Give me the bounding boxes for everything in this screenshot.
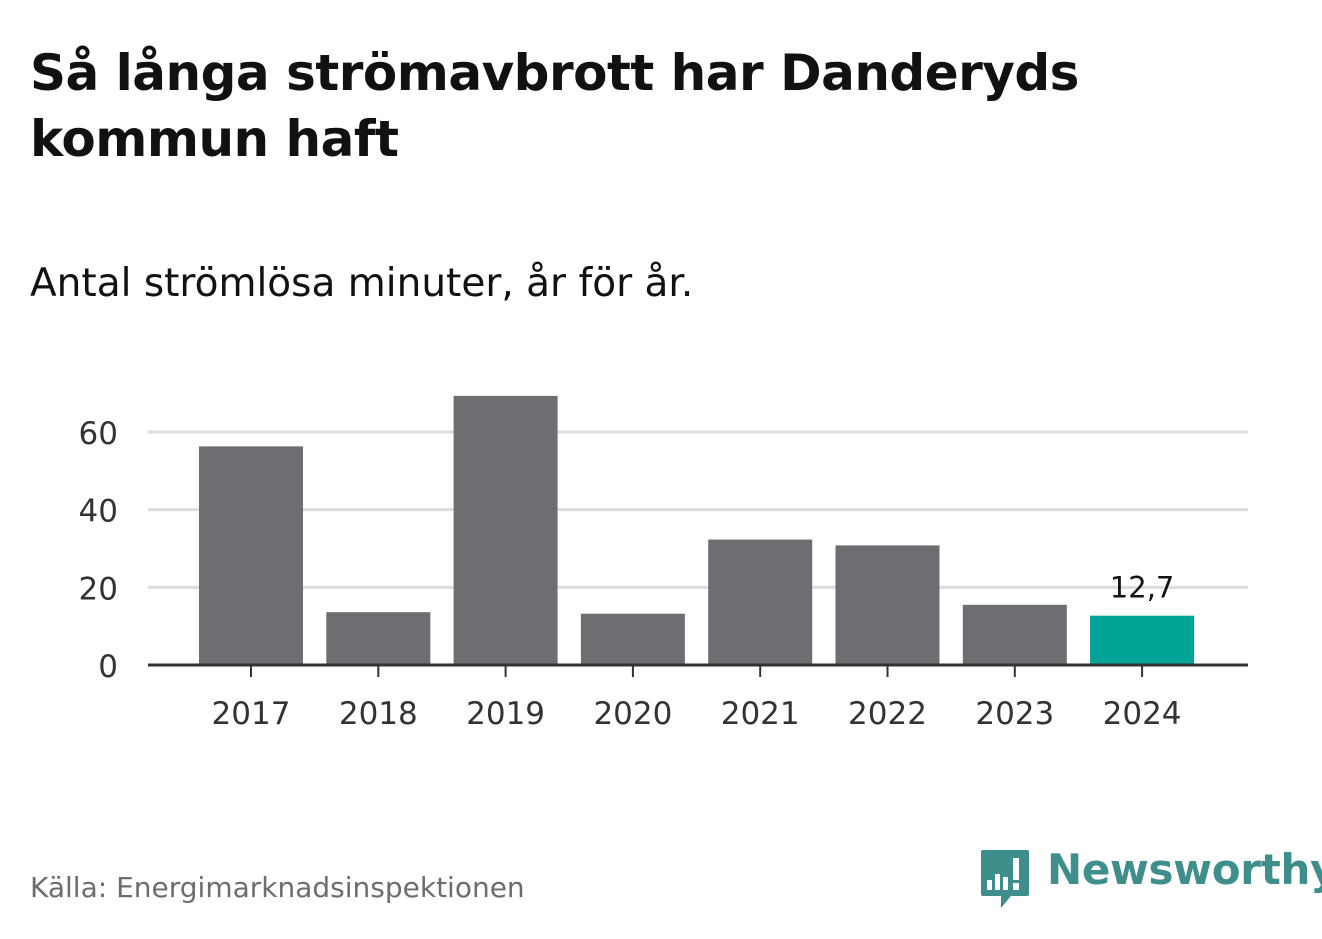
labels: 0 20 40 60 2017 2018 2019 2020 2021 2022 2023 2024 1… — [79, 416, 1182, 732]
chart-subtitle: Antal strömlösa minuter, år för år. — [30, 261, 694, 306]
bar-2017 — [199, 446, 303, 665]
x-tick-label-2021: 2021 — [721, 696, 800, 732]
x-tick-label-2024: 2024 — [1103, 696, 1182, 732]
gridlines — [148, 430, 1248, 589]
newsworthy-logo-icon — [981, 850, 1029, 908]
y-tick-label: 60 — [79, 416, 118, 452]
bar-2020 — [580, 613, 685, 665]
data-label-2024: 12,7 — [1110, 571, 1175, 605]
x-axis — [148, 663, 1248, 677]
newsworthy-logo-text: Newsworthy — [1047, 845, 1322, 894]
bar-2018 — [326, 612, 431, 665]
source-note: Källa: Energimarknadsinspektionen — [30, 871, 525, 904]
y-tick-label: 40 — [79, 494, 118, 530]
x-tick-label-2023: 2023 — [975, 696, 1054, 732]
x-tick-label-2022: 2022 — [848, 696, 927, 732]
y-tick-label: 0 — [98, 649, 118, 685]
bar-2024 — [1090, 615, 1195, 665]
bar-2021 — [708, 539, 813, 665]
x-tick-label-2018: 2018 — [339, 696, 418, 732]
newsworthy-logo: Newsworthy — [981, 846, 1322, 910]
x-tick-label-2017: 2017 — [212, 696, 291, 732]
x-tick-label-2020: 2020 — [593, 696, 672, 732]
x-tick-label-2019: 2019 — [466, 696, 545, 732]
y-tick-label: 20 — [79, 571, 118, 607]
bar-2019 — [453, 395, 558, 665]
bars — [199, 395, 1195, 665]
chart-title: Så långa strömavbrott har Danderyds komm… — [30, 44, 1079, 168]
bar-2022 — [835, 545, 940, 665]
bar-2023 — [962, 604, 1067, 665]
